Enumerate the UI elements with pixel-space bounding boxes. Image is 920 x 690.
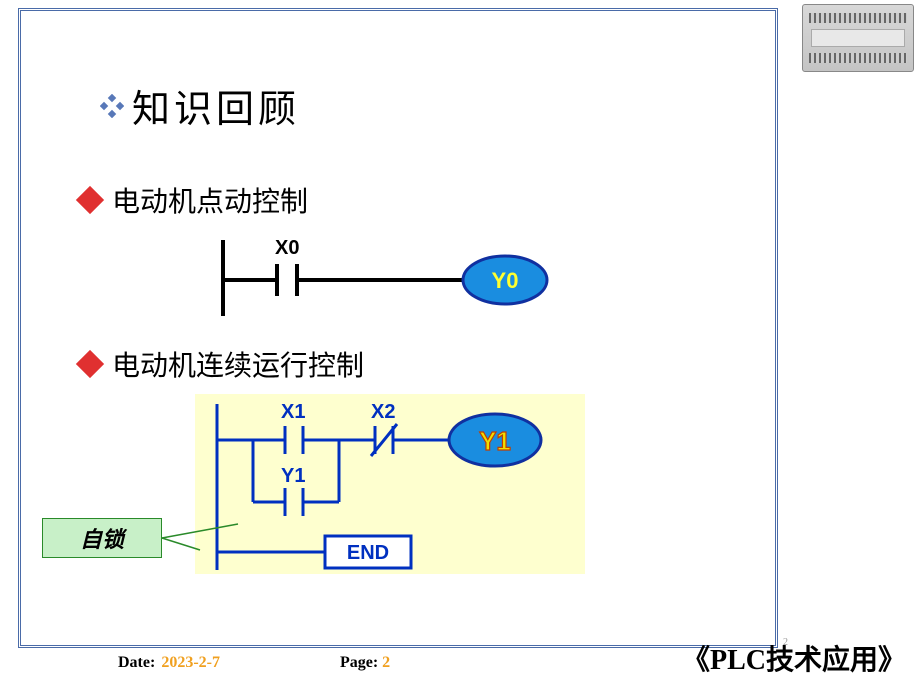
four-diamond-bullet-icon <box>100 94 124 118</box>
plc-device-image <box>802 4 914 72</box>
footer-page-value: 2 <box>382 654 390 672</box>
contact-y1-label: Y1 <box>281 465 305 487</box>
contact-x0-label: X0 <box>275 237 299 259</box>
end-box-label: END <box>347 542 389 564</box>
bullet-item-2: 电动机连续运行控制 <box>80 344 364 384</box>
slide-title: 知识回顾 <box>132 78 300 133</box>
self-lock-callout: 自锁 <box>42 518 162 558</box>
item-1-text: 电动机点动控制 <box>112 180 308 220</box>
ladder-diagram-1: X0 Y0 <box>215 230 555 320</box>
footer-page-label: Page: <box>340 654 378 672</box>
slide-footer: Date: 2023-2-7 Page: 2 <box>18 654 778 672</box>
slide-title-row: 知识回顾 <box>100 78 300 133</box>
diamond-bullet-icon <box>76 186 104 214</box>
callout-pointer <box>160 522 242 552</box>
plc-mid <box>811 29 905 47</box>
contact-x1-label: X1 <box>281 401 305 423</box>
callout-text: 自锁 <box>80 522 124 554</box>
contact-x2-label: X2 <box>371 401 395 423</box>
book-title: 《PLC技术应用》 <box>682 638 906 678</box>
coil-y1-label: Y1 <box>479 426 511 456</box>
coil-y0-label: Y0 <box>492 268 519 293</box>
footer-date-value: 2023-2-7 <box>161 654 220 672</box>
diamond-bullet-icon <box>76 350 104 378</box>
bullet-item-1: 电动机点动控制 <box>80 180 308 220</box>
footer-date-label: Date: <box>118 654 155 672</box>
item-2-text: 电动机连续运行控制 <box>112 344 364 384</box>
ladder-diagram-2: X1 X2 Y1 Y1 END <box>195 394 585 574</box>
